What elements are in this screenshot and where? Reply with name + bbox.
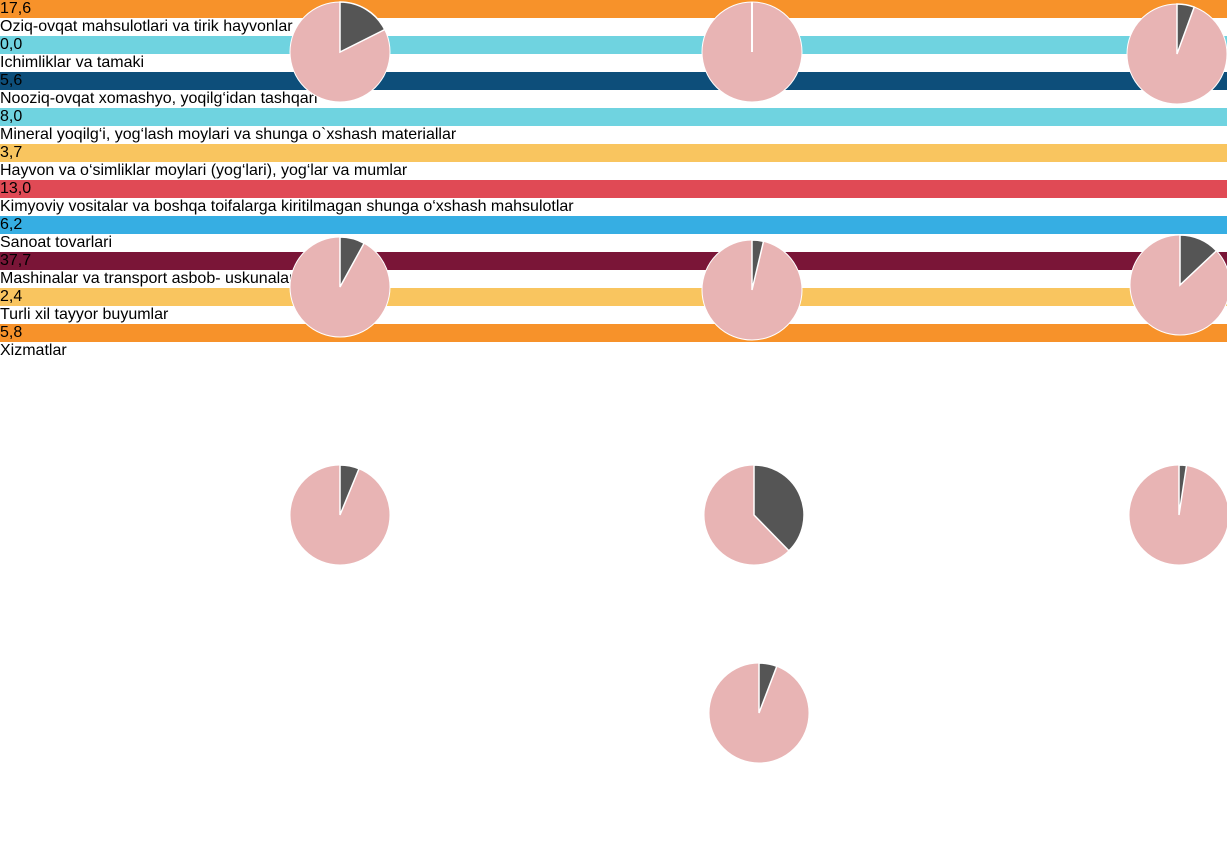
value-box: 37,7 (0, 252, 1227, 270)
pie-slice (339, 1, 386, 54)
value-box: 5,6 (0, 72, 1227, 90)
value-box: 3,7 (0, 144, 1227, 162)
value-box: 13,0 (0, 180, 1227, 198)
pie (708, 662, 810, 764)
pie-slice (758, 662, 778, 714)
category-label: Ichimliklar va tamaki (0, 54, 145, 71)
pie (1129, 234, 1227, 336)
category-label: Kimyoviy vositalar va boshqa toifalarga … (0, 198, 574, 215)
category-label: Mineral yoqilg‘i, yog‘lash moylari va sh… (0, 126, 457, 143)
category-label: Hayvon va o‘simliklar moylari (yog‘lari)… (0, 162, 408, 179)
pie (1126, 3, 1227, 105)
pie-slice (339, 464, 360, 516)
value-box: 2,4 (0, 288, 1227, 306)
pie (289, 464, 391, 566)
value-box: 8,0 (0, 108, 1227, 126)
category-label: Oziq-ovqat mahsulotlari va tirik hayvonl… (0, 18, 293, 35)
pie (289, 236, 391, 338)
category-label: Xizmatlar (0, 342, 67, 359)
pie-slice (1178, 464, 1188, 516)
value-box: 17,6 (0, 0, 1227, 18)
pie (701, 1, 803, 103)
value-box: 0,0 (0, 36, 1227, 54)
pie (701, 239, 803, 341)
pie-slice (1176, 3, 1196, 55)
category-label: Nooziq-ovqat xomashyo, yoqilg‘idan tashq… (0, 90, 318, 107)
infographic: 17,6 Oziq-ovqat mahsulotlari va tirik hay… (0, 0, 1227, 764)
pie (289, 1, 391, 103)
pie-slice (339, 236, 366, 288)
pie-slice (1179, 234, 1218, 287)
pie-base (1128, 464, 1227, 566)
pie-slice (753, 464, 805, 552)
pie-slice (751, 239, 765, 291)
category-label: Turli xil tayyor buyumlar (0, 306, 169, 323)
category-label: Sanoat tovarlari (0, 234, 113, 251)
category-label: Mashinalar va transport asbob- uskunalar… (0, 270, 298, 287)
value-box: 6,2 (0, 216, 1227, 234)
pie (703, 464, 805, 566)
pie (1128, 464, 1227, 566)
value-box: 5,8 (0, 324, 1227, 342)
